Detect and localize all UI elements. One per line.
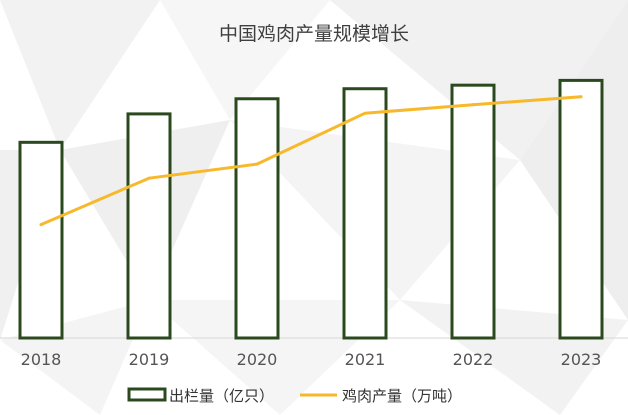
legend-bar-swatch [127, 387, 167, 402]
x-tick-label: 2019 [129, 350, 170, 369]
line-point-2018 [39, 223, 43, 227]
line-point-2023 [579, 95, 583, 99]
line-point-2020 [255, 162, 259, 166]
bar-series [18, 78, 604, 340]
line-path [39, 95, 583, 227]
bar-2018 [18, 140, 64, 340]
x-tick-label: 2022 [453, 350, 494, 369]
x-tick-label: 2021 [345, 350, 386, 369]
x-tick-label: 2018 [21, 350, 62, 369]
x-axis-ticks: 2018 2019 2020 2021 2022 2023 [21, 350, 602, 369]
bar-2022 [450, 83, 496, 340]
bar-2020 [234, 97, 280, 340]
line-point-2021 [363, 111, 367, 115]
x-tick-label: 2020 [237, 350, 278, 369]
line-point-2022 [471, 103, 475, 107]
bar-2021 [342, 87, 388, 340]
chart-title: 中国鸡肉产量规模增长 [219, 23, 409, 45]
bar-2023 [558, 78, 604, 340]
line-point-2019 [147, 176, 151, 180]
legend-line-label: 鸡肉产量（万吨） [342, 387, 462, 405]
legend: 出栏量（亿只） 鸡肉产量（万吨） [127, 387, 462, 405]
line-series [39, 95, 583, 227]
bar-2019 [126, 112, 172, 340]
x-tick-label: 2023 [561, 350, 602, 369]
legend-bar-label: 出栏量（亿只） [169, 387, 274, 405]
